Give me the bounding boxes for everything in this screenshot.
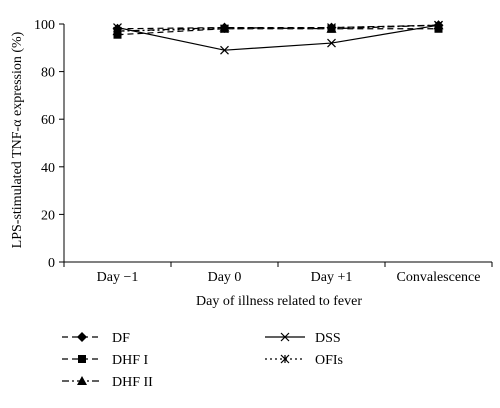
series-dss — [113, 20, 443, 55]
y-tick-label-60: 60 — [41, 113, 55, 128]
legend-swatch-marker-dhf-ii — [77, 376, 87, 385]
y-tick-label-80: 80 — [41, 66, 55, 81]
legend-swatch-marker-df — [77, 332, 87, 342]
point-ofis-3 — [434, 20, 443, 30]
x-axis-title: Day of illness related to fever — [196, 294, 362, 309]
legend-label-df: DF — [112, 331, 130, 346]
axes — [59, 23, 493, 267]
series-ofis — [113, 20, 443, 36]
point-ofis-2 — [327, 23, 336, 32]
y-tick-labels: 0 20 40 60 80 100 — [34, 18, 55, 271]
x-tick-label-2: Day +1 — [311, 270, 353, 285]
legend-label-ofis: OFIs — [315, 353, 343, 368]
point-dss-2 — [327, 38, 336, 48]
x-tick-label-3: Convalescence — [397, 270, 481, 285]
legend-swatch-marker-dss — [280, 332, 290, 342]
legend-label-dhf-i: DHF I — [112, 353, 149, 368]
legend-label-dss: DSS — [315, 331, 341, 346]
legend-swatch-marker-dhf-i — [78, 355, 86, 363]
y-tick-label-0: 0 — [48, 256, 55, 271]
point-ofis-0 — [113, 26, 122, 36]
x-tick-labels: Day −1 Day 0 Day +1 Convalescence — [97, 270, 481, 285]
legend-item-ofis: OFIs — [265, 353, 343, 368]
legend-label-dhf-ii: DHF II — [112, 375, 153, 390]
y-tick-label-100: 100 — [34, 18, 55, 33]
legend: DF DHF I DHF II DSS OFIs — [62, 331, 343, 390]
legend-item-df: DF — [62, 331, 130, 346]
point-ofis-1 — [220, 24, 229, 34]
series-line-dss — [117, 24, 439, 51]
legend-item-dss: DSS — [265, 331, 341, 346]
x-tick-label-1: Day 0 — [208, 270, 242, 285]
series-layer — [112, 20, 444, 55]
legend-swatch-marker-ofis — [280, 354, 290, 364]
series-line-ofis — [117, 24, 439, 32]
y-tick-label-20: 20 — [41, 208, 55, 223]
point-dss-1 — [220, 45, 229, 55]
legend-item-dhf-ii: DHF II — [62, 375, 153, 390]
legend-item-dhf-i: DHF I — [62, 353, 149, 368]
y-axis-title: LPS-stimulated TNF-α expression (%) — [10, 31, 25, 248]
x-tick-label-0: Day −1 — [97, 270, 139, 285]
y-tick-label-40: 40 — [41, 161, 55, 176]
